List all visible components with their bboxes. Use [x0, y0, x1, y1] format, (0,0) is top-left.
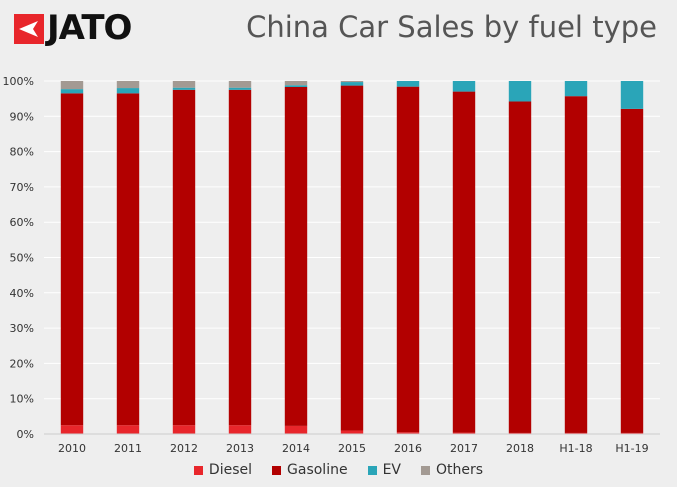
bar-segment-ev-2014: [284, 85, 308, 88]
bar-segment-ev-2016: [396, 81, 420, 87]
legend-item-gasoline: Gasoline: [272, 462, 348, 478]
bar-segment-gasoline-2017: [452, 91, 476, 433]
bar-segment-ev-2011: [116, 88, 140, 94]
y-tick-label: 40%: [10, 287, 34, 300]
legend-label: EV: [382, 462, 402, 478]
bar-segment-ev-2013: [228, 87, 252, 90]
bar-segment-gasoline-2011: [116, 93, 140, 426]
bar-segment-gasoline-h1-18: [564, 96, 588, 433]
y-tick-label: 50%: [10, 252, 34, 265]
bar-segment-ev-2018: [508, 81, 532, 102]
legend-swatch: [193, 465, 203, 475]
y-tick-label: 80%: [10, 146, 34, 159]
legend-swatch: [367, 465, 377, 475]
x-tick-label: H1-19: [615, 442, 648, 455]
bar-segment-diesel-2012: [172, 425, 196, 434]
bar-segment-ev-h1-19: [620, 81, 644, 109]
chart-title: China Car Sales by fuel type: [246, 10, 657, 44]
bar-segment-gasoline-2013: [228, 89, 252, 426]
x-tick-label: 2017: [450, 442, 478, 455]
jato-arrow-icon: [14, 14, 44, 44]
bar-segment-diesel-2013: [228, 425, 252, 434]
x-tick-label: 2015: [338, 442, 366, 455]
legend-swatch: [421, 465, 431, 475]
legend-swatch: [272, 465, 282, 475]
legend-label: Diesel: [208, 462, 253, 478]
bar-segment-diesel-2016: [396, 432, 420, 434]
logo-text: JATO: [47, 8, 132, 48]
bar-segment-ev-2010: [60, 89, 84, 94]
legend: Diesel Gasoline EV Others: [0, 462, 677, 478]
legend-item-others: Others: [421, 462, 483, 478]
bar-segment-gasoline-2016: [396, 86, 420, 433]
bar-segment-diesel-2010: [60, 425, 84, 434]
bar-segment-gasoline-2014: [284, 87, 308, 426]
y-tick-label: 90%: [10, 110, 34, 123]
legend-label: Others: [436, 462, 484, 478]
bar-segment-ev-h1-18: [564, 81, 588, 97]
x-tick-label: 2011: [114, 442, 142, 455]
x-tick-label: 2012: [170, 442, 198, 455]
legend-item-ev: EV: [367, 462, 402, 478]
x-tick-label: H1-18: [559, 442, 592, 455]
y-tick-label: 0%: [17, 428, 34, 441]
y-tick-label: 20%: [10, 357, 34, 370]
bar-segment-diesel-2014: [284, 425, 308, 434]
bar-segment-diesel-h1-19: [620, 432, 644, 434]
bar-segment-gasoline-2010: [60, 93, 84, 426]
y-tick-label: 60%: [10, 216, 34, 229]
y-tick-label: 100%: [3, 75, 34, 88]
y-tick-label: 10%: [10, 393, 34, 406]
bar-segment-gasoline-2015: [340, 85, 364, 431]
x-tick-label: 2010: [58, 442, 86, 455]
bar-segment-others-2011: [116, 81, 140, 89]
bar-segment-others-2012: [172, 81, 196, 88]
jato-logo: JATO: [14, 8, 144, 48]
x-tick-label: 2013: [226, 442, 254, 455]
bar-segment-ev-2017: [452, 81, 476, 92]
bar-segment-diesel-h1-18: [564, 432, 588, 434]
bar-segment-diesel-2015: [340, 430, 364, 434]
bar-segment-others-2010: [60, 81, 84, 90]
bar-segment-diesel-2017: [452, 432, 476, 434]
bar-segment-gasoline-h1-19: [620, 108, 644, 433]
x-tick-label: 2016: [394, 442, 422, 455]
y-tick-label: 70%: [10, 181, 34, 194]
bar-segment-diesel-2018: [508, 432, 532, 434]
bar-segment-others-2015: [340, 81, 364, 83]
y-tick-label: 30%: [10, 322, 34, 335]
bar-segment-others-2014: [284, 81, 308, 86]
bar-segment-diesel-2011: [116, 425, 140, 434]
bar-segment-gasoline-2018: [508, 101, 532, 433]
bar-segment-ev-2012: [172, 87, 196, 90]
x-tick-label: 2014: [282, 442, 310, 455]
x-tick-label: 2018: [506, 442, 534, 455]
legend-item-diesel: Diesel: [193, 462, 253, 478]
bar-segment-ev-2015: [340, 82, 364, 86]
bar-segment-others-2013: [228, 81, 252, 88]
bar-segment-gasoline-2012: [172, 89, 196, 426]
legend-label: Gasoline: [287, 462, 348, 478]
